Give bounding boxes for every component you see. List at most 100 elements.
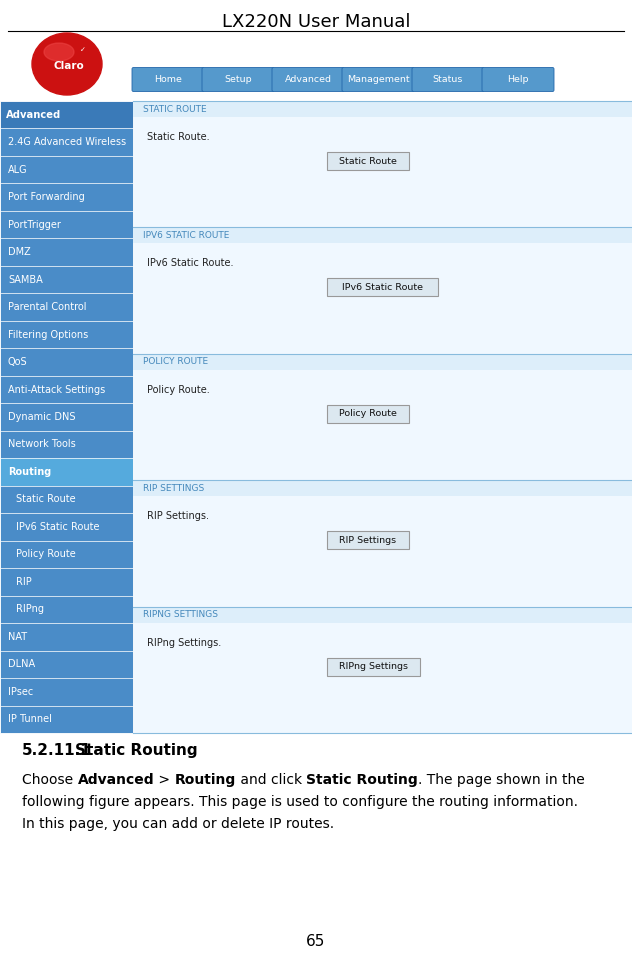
Text: IPv6 Static Route.: IPv6 Static Route.	[147, 259, 233, 268]
Text: Policy Route: Policy Route	[16, 550, 76, 559]
FancyBboxPatch shape	[133, 354, 632, 370]
FancyBboxPatch shape	[342, 67, 414, 91]
FancyBboxPatch shape	[133, 480, 632, 496]
FancyBboxPatch shape	[133, 606, 632, 623]
Text: Port Forwarding: Port Forwarding	[8, 192, 85, 202]
Text: In this page, you can add or delete IP routes.: In this page, you can add or delete IP r…	[22, 817, 334, 831]
FancyBboxPatch shape	[0, 348, 133, 376]
Text: Network Tools: Network Tools	[8, 439, 76, 450]
FancyBboxPatch shape	[0, 596, 133, 623]
Text: STATIC ROUTE: STATIC ROUTE	[143, 105, 207, 113]
Text: Routing: Routing	[8, 467, 51, 477]
Text: LX220N User Manual: LX220N User Manual	[222, 13, 410, 31]
Text: IPv6 Static Route: IPv6 Static Route	[342, 283, 423, 292]
Text: Static Routing: Static Routing	[307, 773, 418, 787]
FancyBboxPatch shape	[272, 67, 344, 91]
Text: Management: Management	[347, 75, 410, 84]
FancyBboxPatch shape	[0, 458, 133, 485]
Text: Home: Home	[154, 75, 182, 84]
Text: Choose: Choose	[22, 773, 78, 787]
Text: Claro: Claro	[54, 61, 85, 71]
FancyBboxPatch shape	[0, 376, 133, 404]
Text: IPsec: IPsec	[8, 687, 33, 697]
Text: >: >	[154, 773, 174, 787]
Text: Filtering Options: Filtering Options	[8, 330, 88, 339]
Text: RIPNG SETTINGS: RIPNG SETTINGS	[143, 610, 218, 619]
Text: IP Tunnel: IP Tunnel	[8, 714, 52, 725]
Text: 65: 65	[307, 934, 325, 949]
FancyBboxPatch shape	[0, 485, 133, 513]
FancyBboxPatch shape	[132, 67, 204, 91]
Text: Parental Control: Parental Control	[8, 302, 87, 312]
FancyBboxPatch shape	[0, 623, 133, 651]
Text: Policy Route.: Policy Route.	[147, 384, 210, 395]
Text: RIP Settings: RIP Settings	[339, 535, 396, 545]
FancyBboxPatch shape	[0, 513, 133, 541]
FancyBboxPatch shape	[202, 67, 274, 91]
FancyBboxPatch shape	[412, 67, 484, 91]
Text: RIPng Settings.: RIPng Settings.	[147, 637, 221, 648]
Text: Dynamic DNS: Dynamic DNS	[8, 412, 75, 422]
Text: . The page shown in the: . The page shown in the	[418, 773, 585, 787]
FancyBboxPatch shape	[0, 321, 133, 348]
FancyBboxPatch shape	[0, 651, 133, 678]
Text: RIP Settings.: RIP Settings.	[147, 511, 209, 521]
Text: ALG: ALG	[8, 164, 28, 175]
Text: Static Route: Static Route	[16, 495, 76, 505]
FancyBboxPatch shape	[327, 279, 437, 296]
Ellipse shape	[44, 43, 74, 61]
FancyBboxPatch shape	[0, 184, 133, 210]
FancyBboxPatch shape	[0, 266, 133, 293]
Text: ✓: ✓	[80, 47, 86, 53]
Text: RIPng Settings: RIPng Settings	[339, 662, 408, 671]
Text: QoS: QoS	[8, 357, 28, 367]
Text: and click: and click	[236, 773, 307, 787]
FancyBboxPatch shape	[0, 210, 133, 238]
Text: IPV6 STATIC ROUTE: IPV6 STATIC ROUTE	[143, 231, 229, 240]
FancyBboxPatch shape	[0, 293, 133, 321]
Text: 2.4G Advanced Wireless: 2.4G Advanced Wireless	[8, 137, 126, 147]
FancyBboxPatch shape	[0, 129, 133, 156]
FancyBboxPatch shape	[0, 431, 133, 458]
Text: PortTrigger: PortTrigger	[8, 220, 61, 230]
FancyBboxPatch shape	[0, 156, 133, 184]
FancyBboxPatch shape	[133, 228, 632, 243]
Text: IPv6 Static Route: IPv6 Static Route	[16, 522, 99, 531]
Text: Advanced: Advanced	[78, 773, 154, 787]
FancyBboxPatch shape	[133, 101, 632, 733]
FancyBboxPatch shape	[327, 657, 420, 676]
Text: Static Route.: Static Route.	[147, 132, 210, 142]
FancyBboxPatch shape	[327, 152, 409, 170]
Text: Static Routing: Static Routing	[75, 743, 198, 758]
Text: Policy Route: Policy Route	[339, 409, 397, 418]
Text: Status: Status	[433, 75, 463, 84]
Text: Advanced: Advanced	[284, 75, 332, 84]
Text: SAMBA: SAMBA	[8, 275, 43, 284]
FancyBboxPatch shape	[0, 705, 133, 733]
Text: Routing: Routing	[174, 773, 236, 787]
FancyBboxPatch shape	[327, 405, 409, 423]
Text: Anti-Attack Settings: Anti-Attack Settings	[8, 384, 106, 395]
FancyBboxPatch shape	[0, 404, 133, 431]
FancyBboxPatch shape	[327, 531, 409, 549]
FancyBboxPatch shape	[0, 238, 133, 266]
Text: Static Route: Static Route	[339, 157, 397, 165]
FancyBboxPatch shape	[0, 101, 133, 129]
Text: POLICY ROUTE: POLICY ROUTE	[143, 357, 208, 366]
Text: RIP SETTINGS: RIP SETTINGS	[143, 483, 204, 493]
Text: 5.2.11.1: 5.2.11.1	[22, 743, 92, 758]
Ellipse shape	[32, 33, 102, 95]
FancyBboxPatch shape	[0, 678, 133, 705]
FancyBboxPatch shape	[482, 67, 554, 91]
Text: DMZ: DMZ	[8, 247, 31, 258]
Text: Help: Help	[507, 75, 529, 84]
Text: Advanced: Advanced	[6, 110, 61, 120]
Text: RIPng: RIPng	[16, 604, 44, 614]
Text: DLNA: DLNA	[8, 659, 35, 669]
FancyBboxPatch shape	[0, 541, 133, 568]
FancyBboxPatch shape	[133, 101, 632, 117]
Text: Setup: Setup	[224, 75, 252, 84]
Text: NAT: NAT	[8, 631, 27, 642]
Text: following figure appears. This page is used to configure the routing information: following figure appears. This page is u…	[22, 795, 578, 809]
FancyBboxPatch shape	[0, 568, 133, 596]
